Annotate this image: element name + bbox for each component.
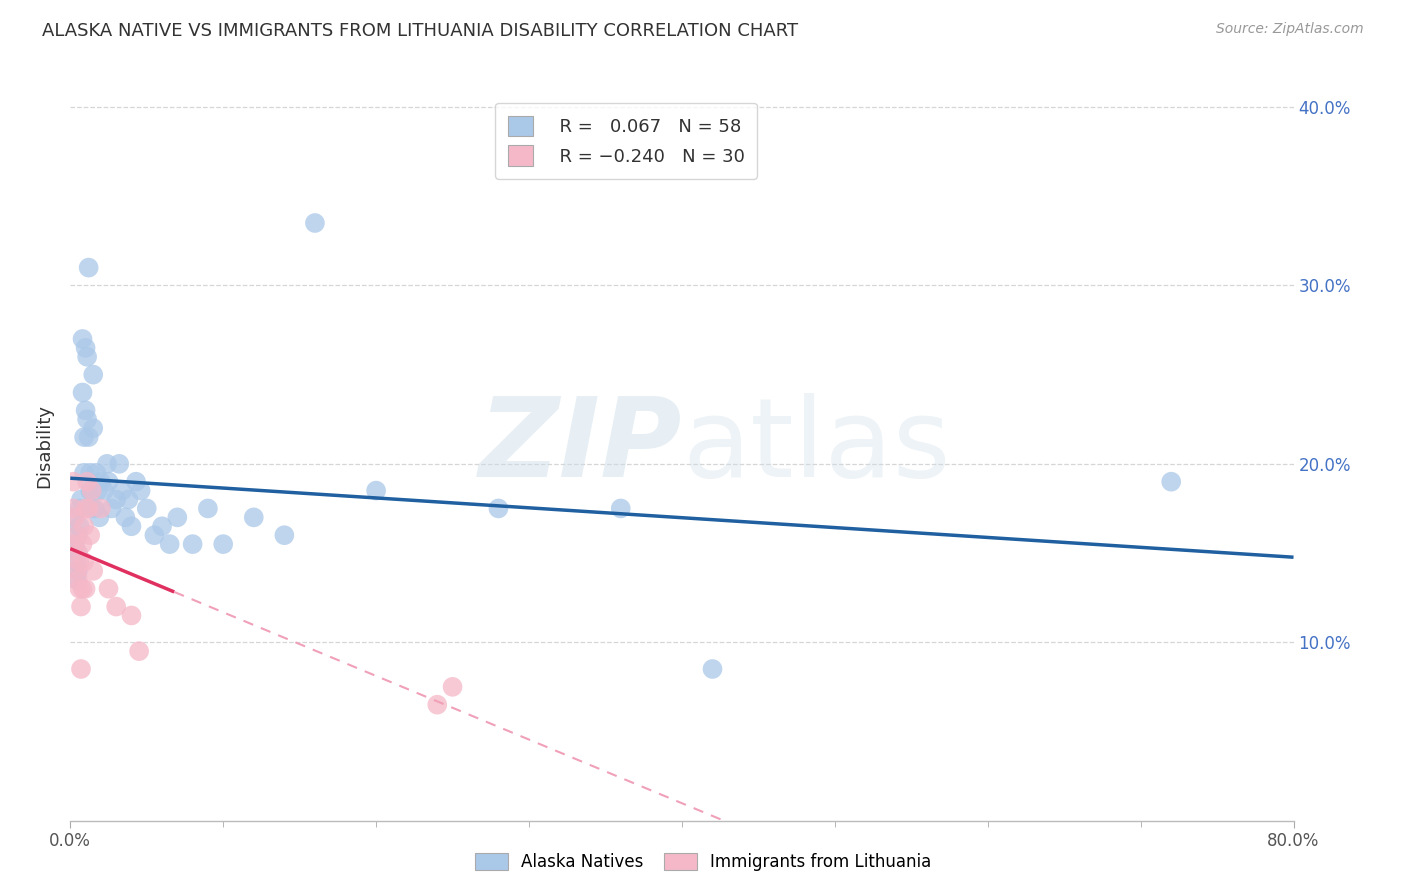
Point xyxy=(79,466,101,480)
Point xyxy=(70,662,93,676)
Point xyxy=(69,555,91,569)
Point xyxy=(62,501,84,516)
Point xyxy=(77,430,100,444)
Point xyxy=(72,332,94,346)
Legend: Alaska Natives, Immigrants from Lithuania: Alaska Natives, Immigrants from Lithuani… xyxy=(467,845,939,880)
Point xyxy=(84,466,107,480)
Point xyxy=(63,537,86,551)
Text: Source: ZipAtlas.com: Source: ZipAtlas.com xyxy=(1216,22,1364,37)
Point xyxy=(97,582,120,596)
Point xyxy=(96,457,118,471)
Point xyxy=(143,528,166,542)
Point xyxy=(100,501,122,516)
Point xyxy=(129,483,152,498)
Point xyxy=(66,528,89,542)
Point xyxy=(70,599,93,614)
Point xyxy=(75,582,97,596)
Point xyxy=(243,510,266,524)
Point xyxy=(121,608,143,623)
Point xyxy=(73,555,96,569)
Point xyxy=(65,555,87,569)
Point xyxy=(181,537,204,551)
Text: ZIP: ZIP xyxy=(478,392,682,500)
Point xyxy=(105,599,128,614)
Point xyxy=(66,546,89,560)
Point xyxy=(70,492,93,507)
Point xyxy=(79,483,101,498)
Text: ALASKA NATIVE VS IMMIGRANTS FROM LITHUANIA DISABILITY CORRELATION CHART: ALASKA NATIVE VS IMMIGRANTS FROM LITHUAN… xyxy=(42,22,799,40)
Point xyxy=(62,475,84,489)
Point xyxy=(66,573,89,587)
Point xyxy=(97,475,120,489)
Point xyxy=(111,483,134,498)
Point xyxy=(90,475,112,489)
Point xyxy=(114,510,136,524)
Point xyxy=(197,501,219,516)
Point xyxy=(63,510,86,524)
Point xyxy=(72,582,94,596)
Point xyxy=(66,546,89,560)
Point xyxy=(77,260,100,275)
Point xyxy=(117,492,139,507)
Point xyxy=(488,501,510,516)
Point xyxy=(72,537,94,551)
Point xyxy=(105,492,128,507)
Point xyxy=(76,350,98,364)
Point xyxy=(82,564,104,578)
Point xyxy=(80,501,103,516)
Point xyxy=(79,528,101,542)
Point xyxy=(75,341,97,355)
Point xyxy=(87,483,110,498)
Point xyxy=(212,537,235,551)
Legend:   R =   0.067   N = 58,   R = −0.240   N = 30: R = 0.067 N = 58, R = −0.240 N = 30 xyxy=(495,103,756,179)
Point xyxy=(62,510,84,524)
Point xyxy=(93,483,115,498)
Point xyxy=(121,519,143,533)
Point xyxy=(128,644,150,658)
Point xyxy=(273,528,295,542)
Text: atlas: atlas xyxy=(682,392,950,500)
Point xyxy=(610,501,633,516)
Point xyxy=(65,564,87,578)
Point xyxy=(82,421,104,435)
Point xyxy=(69,582,91,596)
Point xyxy=(89,510,111,524)
Point xyxy=(90,501,112,516)
Point xyxy=(80,483,103,498)
Point xyxy=(83,501,105,516)
Point xyxy=(426,698,449,712)
Point xyxy=(72,385,94,400)
Point xyxy=(73,466,96,480)
Point xyxy=(69,519,91,533)
Point xyxy=(82,368,104,382)
Point xyxy=(75,403,97,417)
Point xyxy=(73,430,96,444)
Point xyxy=(65,528,87,542)
Point xyxy=(366,483,388,498)
Point xyxy=(125,475,148,489)
Point xyxy=(76,475,98,489)
Point xyxy=(65,573,87,587)
Point xyxy=(304,216,326,230)
Point xyxy=(63,537,86,551)
Point xyxy=(159,537,181,551)
Y-axis label: Disability: Disability xyxy=(35,404,53,488)
Point xyxy=(73,519,96,533)
Point xyxy=(75,501,97,516)
Point xyxy=(108,457,131,471)
Point xyxy=(166,510,188,524)
Point xyxy=(135,501,157,516)
Point xyxy=(1160,475,1182,489)
Point xyxy=(702,662,724,676)
Point xyxy=(69,501,91,516)
Point xyxy=(66,564,89,578)
Point xyxy=(76,412,98,426)
Point xyxy=(150,519,173,533)
Point xyxy=(77,501,100,516)
Point xyxy=(441,680,464,694)
